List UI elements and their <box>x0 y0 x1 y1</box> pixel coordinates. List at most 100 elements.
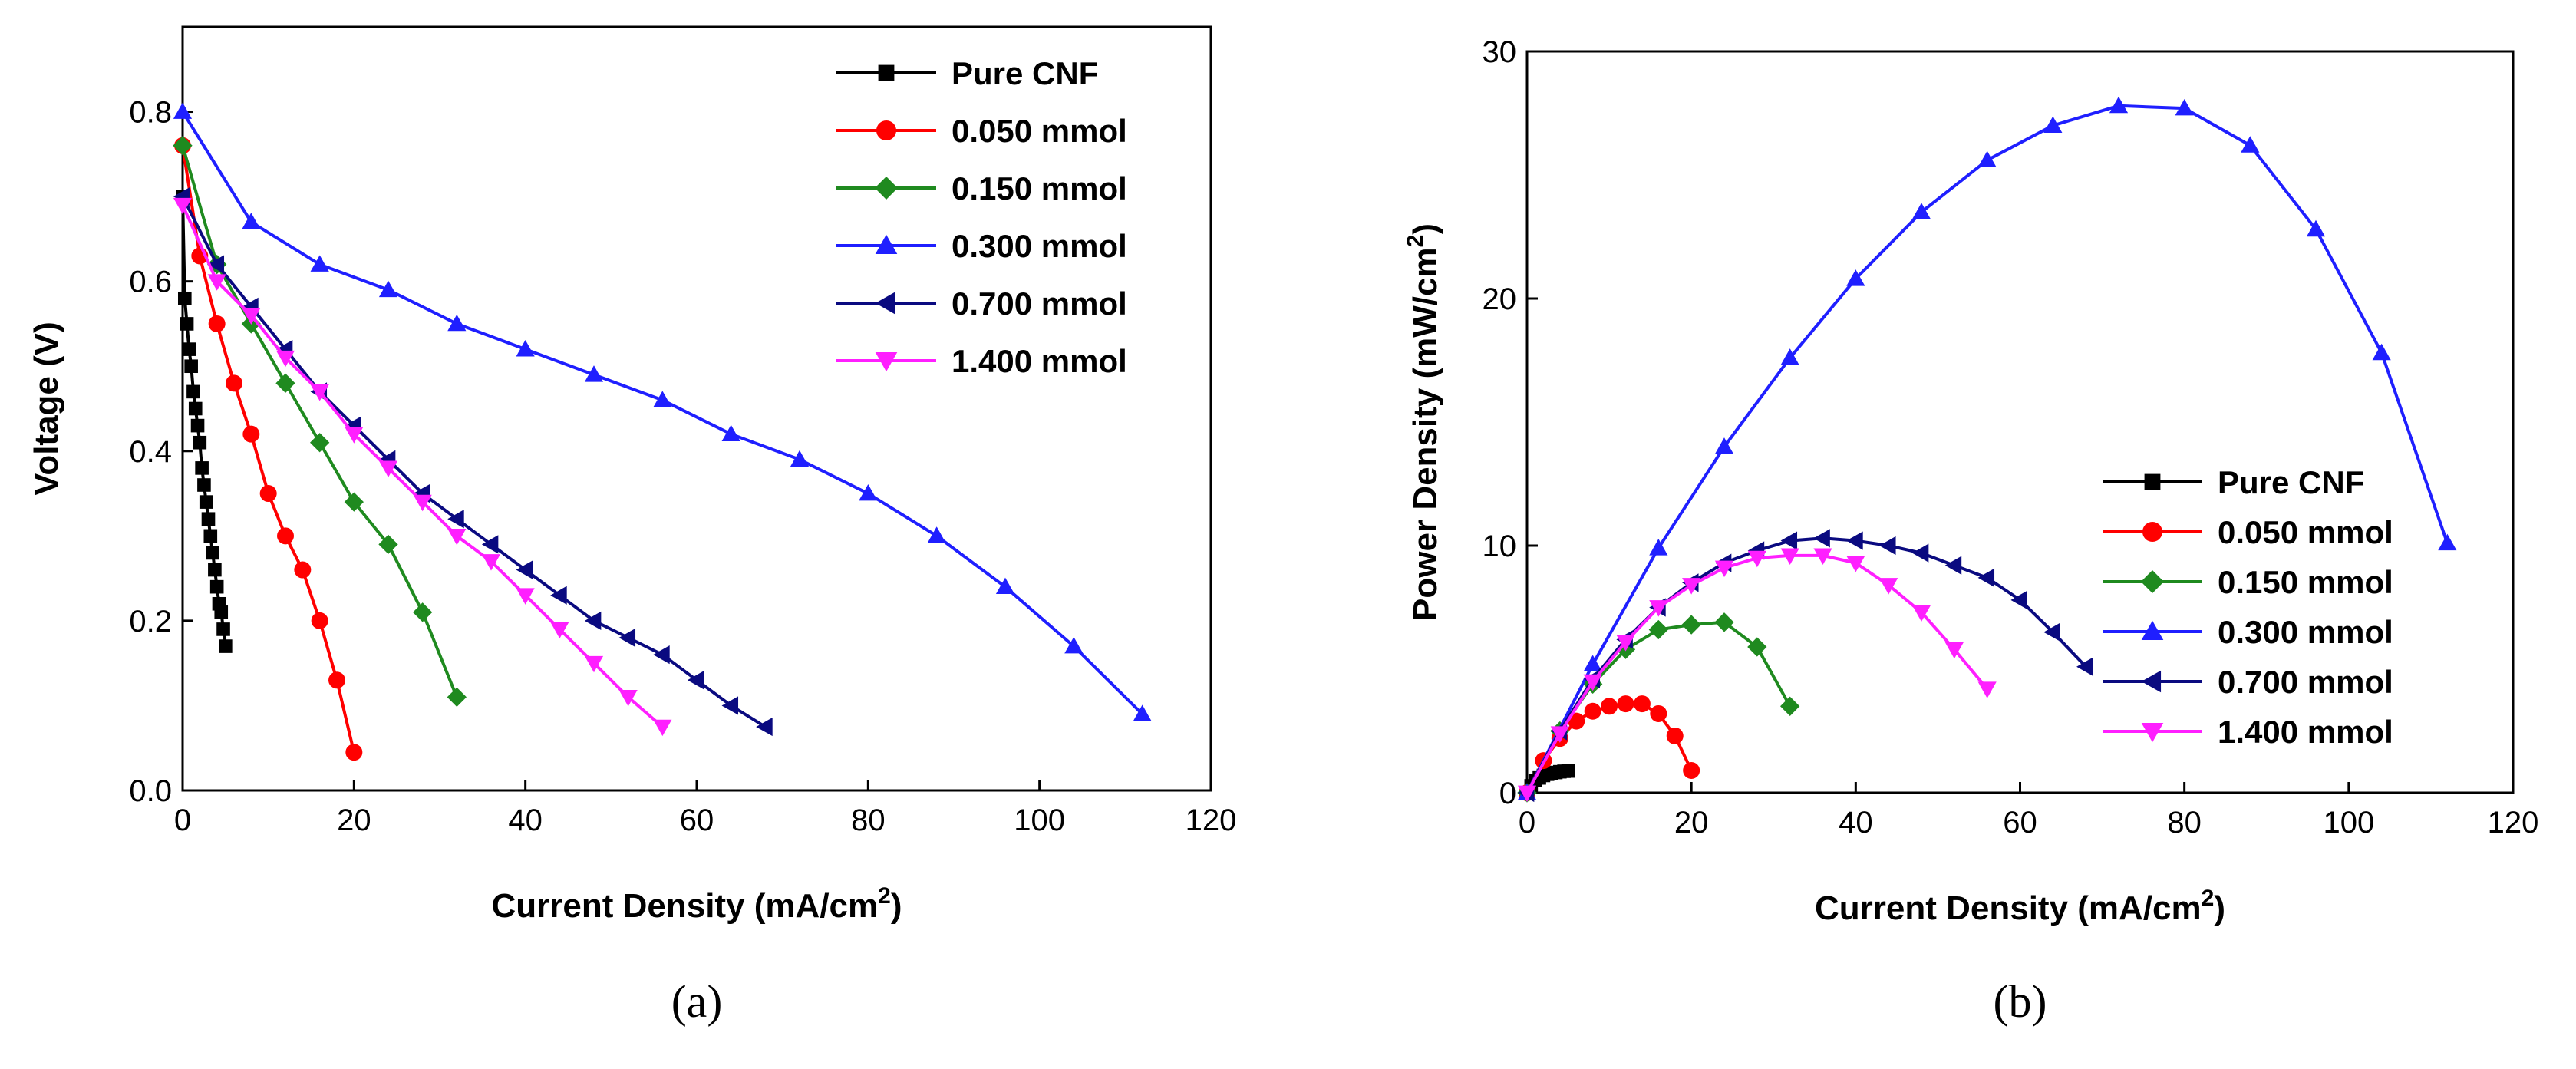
legend: Pure CNF 0.050 mmol 0.150 mmol 0.300 mmol 0.… <box>2103 464 2393 750</box>
legend-marker <box>876 120 896 140</box>
legend-item-pure-cnf: Pure CNF <box>836 55 1098 91</box>
series-1-400-mmol <box>1517 548 1997 803</box>
data-point <box>790 450 810 467</box>
legend-label: Pure CNF <box>2218 464 2364 500</box>
data-point <box>1977 568 1995 587</box>
data-point <box>447 528 467 546</box>
data-point <box>550 622 569 639</box>
data-point <box>481 535 499 554</box>
data-point <box>1780 696 1800 716</box>
data-point <box>447 687 467 708</box>
panel-label: (a) <box>671 976 723 1027</box>
data-point <box>1780 548 1799 565</box>
legend-item-0-300-mmol: 0.300 mmol <box>836 228 1127 264</box>
series-line <box>181 204 664 728</box>
data-point <box>2043 116 2063 133</box>
data-point <box>1064 636 1084 654</box>
data-point <box>277 527 294 545</box>
x-tick-label: 80 <box>851 803 886 837</box>
data-point <box>345 744 363 761</box>
data-point <box>481 554 501 571</box>
data-point <box>653 645 670 665</box>
legend-label: 1.400 mmol <box>952 343 1127 379</box>
series-0-300-mmol <box>1517 96 2457 800</box>
legend-label: 0.700 mmol <box>2218 664 2393 700</box>
series-0-700-mmol <box>1517 529 2093 803</box>
panel-label: (b) <box>1994 976 2047 1027</box>
legend-marker <box>875 177 898 200</box>
data-point <box>2372 343 2391 361</box>
data-point <box>447 314 467 332</box>
data-point <box>1617 695 1634 713</box>
x-tick-label: 100 <box>1014 803 1065 837</box>
legend-label: 0.300 mmol <box>2218 614 2393 650</box>
data-point <box>516 588 535 605</box>
legend-item-pure-cnf: Pure CNF <box>2103 464 2364 500</box>
data-point <box>190 418 205 433</box>
legend-marker <box>878 64 895 81</box>
legend-item-0-050-mmol: 0.050 mmol <box>2103 514 2393 550</box>
y-tick-label: 20 <box>1483 282 1517 316</box>
data-point <box>516 340 535 357</box>
x-axis-label: Current Density (mA/cm2) <box>491 883 902 925</box>
data-point <box>1666 727 1684 744</box>
data-point <box>1550 726 1569 743</box>
y-tick-label: 0.4 <box>129 435 172 469</box>
y-tick-label: 0.0 <box>129 774 172 808</box>
x-tick-label: 80 <box>2167 806 2202 840</box>
legend-label: 0.300 mmol <box>952 228 1127 264</box>
data-point <box>242 425 260 443</box>
data-point <box>1683 762 1700 780</box>
legend-item-0-700-mmol: 0.700 mmol <box>2103 664 2393 700</box>
data-point <box>1780 531 1798 550</box>
data-point <box>216 622 230 636</box>
data-point <box>1846 556 1865 572</box>
data-point <box>378 280 398 298</box>
legend-label: 1.400 mmol <box>2218 714 2393 750</box>
data-point <box>1714 612 1734 632</box>
legend-item-1-400-mmol: 1.400 mmol <box>836 343 1127 379</box>
data-point <box>173 136 193 156</box>
data-point <box>653 719 672 737</box>
y-tick-label: 0.6 <box>129 266 172 299</box>
data-point <box>653 391 672 407</box>
data-point <box>2241 136 2260 153</box>
data-point <box>199 495 213 509</box>
data-point <box>413 494 432 512</box>
data-point <box>242 213 261 229</box>
legend: Pure CNF 0.050 mmol 0.150 mmol 0.300 mmol 0.… <box>836 55 1127 379</box>
series-pure-cnf <box>176 190 233 653</box>
data-point <box>1517 785 1537 803</box>
data-point <box>1649 600 1668 617</box>
data-point <box>1584 702 1601 720</box>
legend-label: 0.700 mmol <box>952 285 1127 322</box>
legend-marker <box>2141 570 2164 593</box>
data-point <box>275 373 295 393</box>
data-point <box>1911 605 1931 622</box>
x-tick-label: 40 <box>508 803 543 837</box>
data-point <box>687 671 704 690</box>
data-point <box>1944 556 1962 575</box>
data-point <box>2175 98 2194 116</box>
legend-label: 0.050 mmol <box>2218 514 2393 550</box>
data-point <box>1682 578 1701 595</box>
data-point <box>311 612 328 629</box>
data-point <box>1911 543 1929 563</box>
data-point <box>310 384 329 401</box>
legend-item-0-050-mmol: 0.050 mmol <box>836 113 1127 149</box>
data-point <box>550 586 567 605</box>
data-point <box>378 534 398 555</box>
legend-marker <box>875 234 898 255</box>
data-point <box>584 611 602 630</box>
data-point <box>197 478 211 492</box>
data-point <box>927 526 946 543</box>
data-point <box>219 639 233 653</box>
data-point <box>2010 590 2027 609</box>
data-point <box>1846 269 1865 286</box>
data-point <box>1879 536 1896 556</box>
data-point <box>1714 560 1734 578</box>
legend-item-0-150-mmol: 0.150 mmol <box>2103 564 2393 600</box>
data-point <box>209 579 224 594</box>
data-point <box>2438 533 2457 551</box>
